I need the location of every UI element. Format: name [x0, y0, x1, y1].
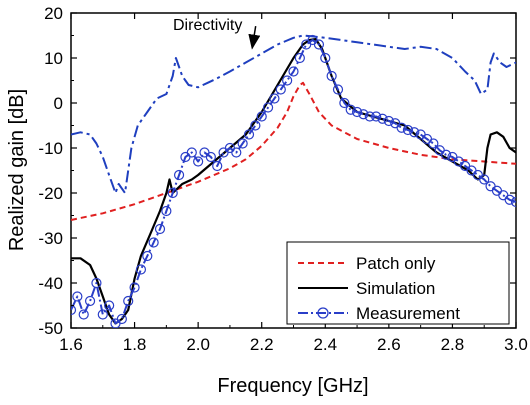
directivity-label: Directivity: [173, 17, 242, 34]
measurement-point: [193, 156, 204, 167]
measurement-point: [339, 97, 350, 109]
measurement-point: [326, 70, 337, 82]
measurement-point: [161, 205, 172, 217]
y-tick-label: -30: [38, 229, 63, 248]
y-tick-label: -50: [38, 319, 63, 338]
measurement-point: [396, 122, 407, 133]
measurement-point: [237, 138, 248, 149]
y-tick-label: 10: [44, 49, 63, 68]
measurement-point: [123, 295, 134, 307]
series-layer: [71, 34, 516, 328]
measurement-point: [142, 250, 153, 262]
measurement-point: [269, 93, 280, 104]
series-line-simulation: [71, 37, 516, 325]
measurement-point: [129, 282, 140, 293]
measurement-point: [91, 277, 102, 289]
measurement-point: [371, 111, 382, 122]
measurement-point: [358, 109, 369, 120]
series-line-patch-only: [71, 81, 516, 221]
measurement-point: [250, 120, 261, 131]
measurement-point: [154, 223, 166, 235]
x-tick-label: 2.4: [313, 335, 337, 354]
x-tick-label: 3.0: [504, 335, 528, 354]
measurement-point: [135, 264, 147, 275]
measurement-point: [377, 113, 388, 124]
x-tick-label: 2.6: [377, 335, 401, 354]
y-tick-label: -20: [38, 184, 63, 203]
measurement-point: [167, 187, 178, 199]
measurement-point: [262, 102, 274, 113]
measurement-point: [383, 115, 394, 127]
measurement-point: [320, 52, 331, 64]
x-tick-label: 2.2: [250, 335, 274, 354]
measurement-point: [173, 169, 185, 181]
measurement-point: [294, 52, 305, 64]
measurement-point: [510, 196, 516, 208]
x-tick-label: 2.8: [441, 335, 465, 354]
measurement-point: [402, 124, 414, 136]
x-tick-label: 1.8: [123, 335, 147, 354]
series-line-directivity: [71, 34, 516, 194]
directivity-annotation: Directivity: [173, 17, 261, 50]
measurement-point: [275, 84, 286, 95]
measurement-point: [479, 174, 490, 185]
measurement-point: [504, 194, 515, 205]
y-tick-label: 20: [44, 4, 63, 23]
x-tick-label: 1.6: [59, 335, 83, 354]
measurement-point: [288, 66, 299, 77]
measurement-point: [351, 106, 363, 118]
legend-label-simulation: Simulation: [356, 279, 435, 298]
measurement-point: [243, 129, 255, 140]
measurement-point: [205, 151, 216, 163]
legend: Patch only Simulation Measurement: [286, 241, 510, 325]
measurement-point: [345, 104, 356, 115]
legend-label-patch-only: Patch only: [356, 254, 436, 273]
y-axis-title: Realized gain [dB]: [6, 89, 28, 251]
y-tick-label: 0: [54, 94, 63, 113]
measurement-point: [72, 291, 83, 302]
measurement-point: [78, 309, 89, 320]
ticks-layer: 1.6 1.8 2.0 2.2 2.4 2.6 2.8 3.0 -50 -40 -30 -20 -10 0…: [38, 4, 527, 354]
measurement-point: [282, 75, 293, 86]
measurement-point: [332, 84, 344, 95]
legend-marker-measurement: [317, 307, 329, 319]
measurement-point: [313, 39, 325, 50]
measurement-point: [212, 160, 223, 172]
measurement-point: [104, 300, 115, 311]
measurement-point: [71, 304, 77, 316]
measurement-point: [364, 111, 375, 122]
measurement-point: [256, 111, 267, 122]
measurement-point: [97, 309, 108, 320]
measurement-point: [116, 313, 127, 325]
y-tick-label: -40: [38, 274, 63, 293]
x-tick-label: 2.0: [186, 335, 210, 354]
measurement-point: [148, 237, 159, 248]
measurement-point: [231, 147, 242, 158]
measurement-point: [428, 138, 439, 149]
directivity-arrow: [248, 25, 261, 50]
measurement-point: [84, 295, 96, 307]
measurement-point: [440, 149, 452, 160]
legend-label-measurement: Measurement: [356, 304, 460, 323]
measurement-point: [186, 147, 197, 158]
x-axis-title: Frequency [GHz]: [217, 375, 368, 397]
measurement-point: [409, 127, 420, 138]
y-tick-label: -10: [38, 139, 63, 158]
legend-box: [286, 241, 510, 325]
